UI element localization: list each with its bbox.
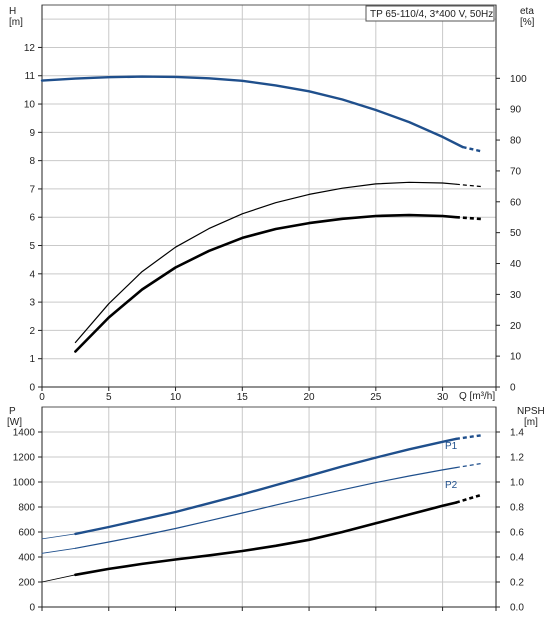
right-axis-tick-label: 1.4 (510, 428, 524, 439)
right-axis-tick-label: 80 (510, 136, 522, 147)
right-axis-tick-label: 20 (510, 321, 522, 332)
series-line-1-0 (74, 437, 458, 536)
series-line-0-1 (74, 213, 458, 353)
series-line-1-5 (41, 574, 76, 583)
left-axis-tick-label: 8 (29, 156, 35, 167)
chart-title-box (365, 5, 495, 22)
series-line-1-3 (41, 547, 76, 554)
left-axis-tick-label: 200 (18, 578, 35, 589)
left-axis-tick-label: 5 (29, 241, 35, 252)
eta-axis-unit: [%] (520, 17, 535, 28)
right-axis-tick-label: 70 (510, 166, 522, 177)
head-efficiency-series (40, 75, 483, 353)
left-axis-tick-label: 600 (18, 528, 35, 539)
right-axis-tick-label: 50 (510, 228, 522, 239)
right-axis-tick-label: 30 (510, 290, 522, 301)
left-axis-tick-label: 1200 (13, 453, 36, 464)
series-dashed-tail-1-2 (455, 462, 483, 469)
series-line-0-2 (74, 181, 457, 344)
right-axis-tick-label: 40 (510, 259, 522, 270)
left-axis-tick-label: 2 (29, 326, 35, 337)
power-npsh-chart: 0 200 400 600 800 1000 1200 1400 0.0 0.2 0.4 0.6 0.8… (7, 406, 545, 614)
series-label-p2: P2 (445, 480, 458, 491)
npsh-axis-label: NPSH (517, 406, 545, 417)
power-npsh-axes: 0 200 400 600 800 1000 1200 1400 0.0 0.2 0.4 0.6 0.8… (13, 407, 524, 614)
right-axis-tick-label: 60 (510, 197, 522, 208)
left-axis-tick-label: 10 (24, 100, 36, 111)
x-axis-tick-label: 25 (370, 392, 382, 403)
x-axis-tick-label: 5 (106, 392, 112, 403)
left-axis-tick-label: 9 (29, 128, 35, 139)
right-axis-tick-label: 90 (510, 105, 522, 116)
left-axis-tick-label: 0 (29, 603, 35, 614)
series-dashed-tail-0-2 (455, 183, 483, 188)
left-axis-tick-label: 11 (25, 71, 36, 82)
right-axis-tick-label: 0.2 (510, 578, 524, 589)
head-axis-label: H (9, 6, 16, 17)
right-axis-tick-label: 0.8 (510, 503, 524, 514)
left-axis-tick-label: 6 (29, 213, 35, 224)
power-npsh-series (41, 433, 483, 583)
series-line-1-4 (74, 501, 458, 577)
left-axis-tick-label: 7 (29, 184, 35, 195)
power-axis-label: P (9, 406, 16, 417)
left-axis-tick-label: 3 (29, 298, 35, 309)
left-axis-tick-label: 1 (29, 354, 35, 365)
left-axis-tick-label: 4 (29, 269, 35, 280)
x-axis-tick-label: 15 (237, 392, 249, 403)
right-axis-tick-label: 1.0 (510, 478, 524, 489)
left-axis-tick-label: 0 (29, 383, 35, 394)
right-axis-tick-label: 100 (510, 74, 527, 85)
right-axis-tick-label: 1.2 (510, 453, 524, 464)
head-axis-unit: [m] (9, 17, 23, 28)
power-axis-unit: [W] (7, 417, 22, 428)
series-label-p1: P1 (445, 441, 458, 452)
right-axis-tick-label: 0 (510, 383, 516, 394)
power-npsh-grid (42, 407, 496, 607)
x-axis-tick-label: 0 (39, 392, 45, 403)
chart-title: TP 65-110/4, 3*400 V, 50Hz (370, 9, 493, 20)
series-dashed-tail-0-0 (462, 145, 483, 153)
right-axis-tick-label: 0.4 (510, 553, 524, 564)
series-dashed-tail-1-4 (455, 493, 483, 504)
right-axis-tick-label: 0.6 (510, 528, 524, 539)
series-line-1-2 (74, 467, 457, 549)
npsh-axis-unit: [m] (524, 417, 538, 428)
series-dashed-tail-0-1 (455, 215, 483, 221)
x-axis-tick-label: 10 (170, 392, 182, 403)
eta-axis-label: eta (520, 6, 534, 17)
left-axis-tick-label: 1400 (13, 428, 36, 439)
series-line-0-0 (40, 75, 464, 149)
x-axis-tick-label: 30 (437, 392, 449, 403)
left-axis-tick-label: 400 (18, 553, 35, 564)
series-dashed-tail-1-0 (455, 433, 483, 441)
left-axis-tick-label: 1000 (13, 478, 36, 489)
left-axis-tick-label: 800 (18, 503, 35, 514)
x-axis-tick-label: 20 (303, 392, 315, 403)
series-line-1-1 (41, 533, 76, 540)
right-axis-tick-label: 10 (510, 352, 522, 363)
flow-axis-label: Q [m³/h] (459, 391, 495, 402)
right-axis-tick-label: 0.0 (510, 603, 524, 614)
left-axis-tick-label: 12 (24, 43, 36, 54)
